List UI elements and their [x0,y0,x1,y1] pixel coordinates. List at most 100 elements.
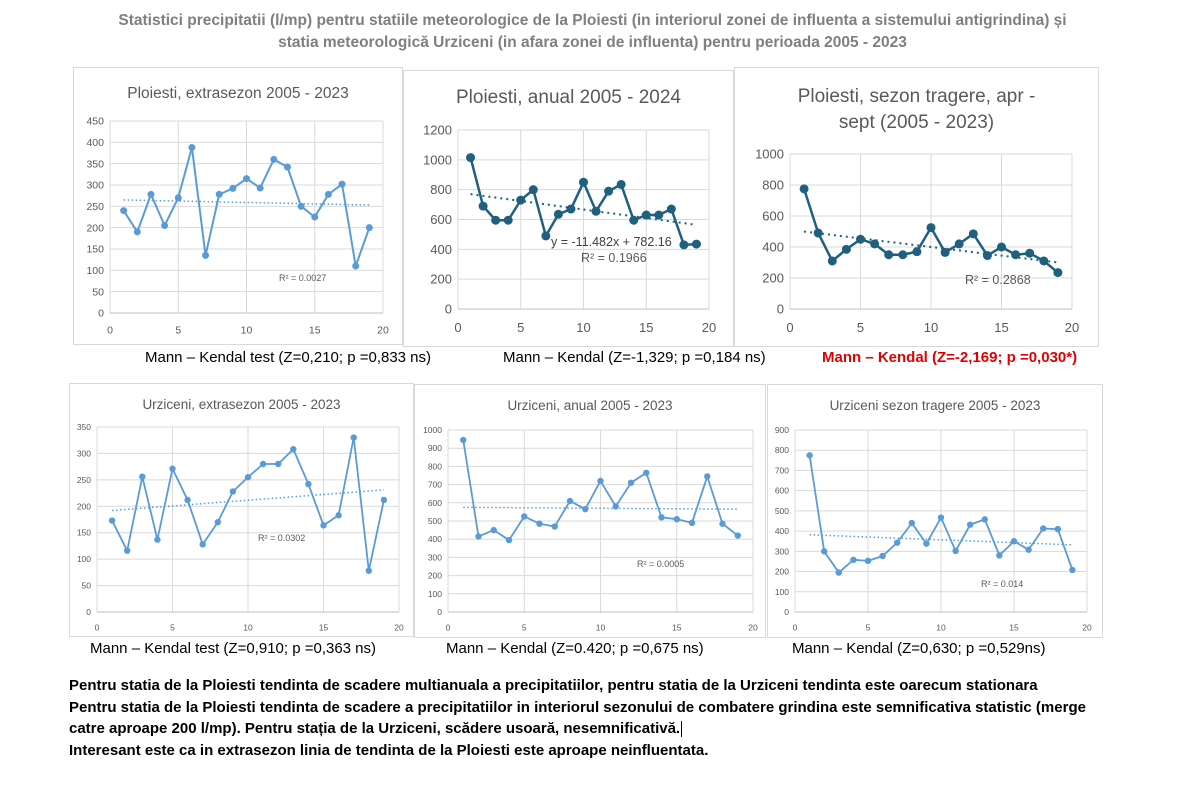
data-point [841,244,851,254]
x-tick-label: 20 [1082,623,1092,633]
data-point [466,153,476,163]
y-tick-label: 350 [86,158,104,170]
data-point [719,520,726,527]
data-point [940,247,950,257]
conclusions: Pentru statia de la Ploiesti tendinta de… [69,675,1114,761]
conclusion-3: Interesant este ca in extrasezon linia d… [69,741,709,759]
data-point [616,179,626,189]
y-tick-label: 50 [92,286,104,298]
data-point [188,143,196,151]
data-point [290,446,297,453]
chart-urziceni-anual: Urziceni, anual 2005 - 2023 0 100 200 300 400… [414,384,766,638]
chart-title: Urziceni, extrasezon 2005 - 2023 [142,397,340,412]
y-tick-label: 0 [784,607,789,617]
data-point [566,204,576,214]
x-tick-label: 15 [319,623,329,633]
data-point [365,224,373,232]
y-tick-label: 1000 [755,147,784,162]
y-tick-label: 400 [428,534,442,544]
data-point [1025,248,1035,258]
data-point [536,520,543,527]
data-point [229,184,237,192]
y-tick-label: 400 [430,242,452,257]
data-point [850,556,857,564]
data-point [688,519,696,527]
mann-kendall-label: Mann – Kendal (Z=-1,329; p =0,184 ns) [503,349,766,366]
x-tick-label: 10 [936,623,946,633]
chart-urziceni-sezon-tragere: Urziceni sezon tragere 2005 - 2023 0 100 20… [767,384,1103,638]
chart-svg: Urziceni, extrasezon 2005 - 202305010015… [77,397,404,633]
data-point [108,517,116,524]
x-tick-label: 10 [596,623,606,633]
mann-kendall-label: Mann – Kendal test (Z=0,910; p =0,363 ns… [90,640,377,657]
data-point [528,185,538,195]
data-point [654,210,664,220]
data-point [350,434,357,441]
data-point [553,209,563,219]
data-point [352,262,360,270]
data-point [923,540,930,547]
y-tick-label: 300 [86,180,104,192]
data-point [898,250,908,260]
x-tick-label: 0 [446,623,451,633]
data-point [1054,525,1061,533]
trendline [112,489,384,512]
data-point [124,547,131,554]
data-point [612,503,619,510]
x-tick-label: 0 [95,623,100,633]
data-point [311,213,319,221]
trendline [470,193,697,226]
x-tick-label: 5 [170,623,175,633]
data-point [894,539,901,546]
data-point [1040,525,1047,532]
chart-title: Urziceni, anual 2005 - 2023 [507,398,672,413]
x-tick-label: 5 [175,325,181,337]
data-point [666,204,676,214]
x-tick-label: 0 [107,325,113,337]
x-tick-label: 0 [454,320,461,335]
data-point [641,210,651,220]
data-point [365,567,372,574]
y-tick-label: 150 [86,244,104,256]
data-point [627,479,635,486]
y-tick-label: 900 [428,443,442,453]
data-point [673,515,680,523]
r-squared-label: R² = 0.0302 [258,533,305,543]
data-point [202,251,210,259]
y-tick-label: 300 [428,552,442,562]
data-point [503,215,513,225]
mann-kendall-label: Mann – Kendal (Z=0.420; p =0,675 ns) [446,640,704,657]
data-point [954,239,964,249]
data-point [997,242,1006,252]
trendline [123,199,370,206]
y-tick-label: 200 [428,571,442,581]
data-point [566,497,574,505]
data-point [937,514,945,521]
data-point [912,247,922,257]
y-tick-label: 1200 [423,123,452,138]
data-point [491,215,501,225]
data-point [283,163,291,171]
chart-svg: Urziceni, anual 2005 - 20230100200300400… [423,398,758,633]
data-point [161,222,169,230]
data-point [199,541,206,548]
data-point [275,460,282,468]
data-point [806,452,813,459]
data-point [704,473,711,480]
data-point [968,229,978,239]
y-tick-label: 800 [762,178,784,193]
data-point [827,256,837,266]
x-tick-label: 20 [394,623,404,633]
chart-svg: Ploiesti, sezon tragere, apr - sept (2005… [755,86,1079,335]
data-point [243,175,250,183]
data-point [169,465,176,472]
mann-kendall-label: Mann – Kendal test (Z=0,210; p =0,833 ns… [145,349,432,366]
data-point [879,552,886,560]
y-tick-label: 1000 [423,152,452,167]
x-tick-label: 10 [576,320,590,335]
y-tick-label: 0 [86,607,91,617]
chart-title: sept (2005 - 2023) [839,112,994,133]
data-point [320,522,327,529]
trendline-equation: y = -11.482x + 782.16 [551,235,672,249]
data-point [120,207,128,215]
